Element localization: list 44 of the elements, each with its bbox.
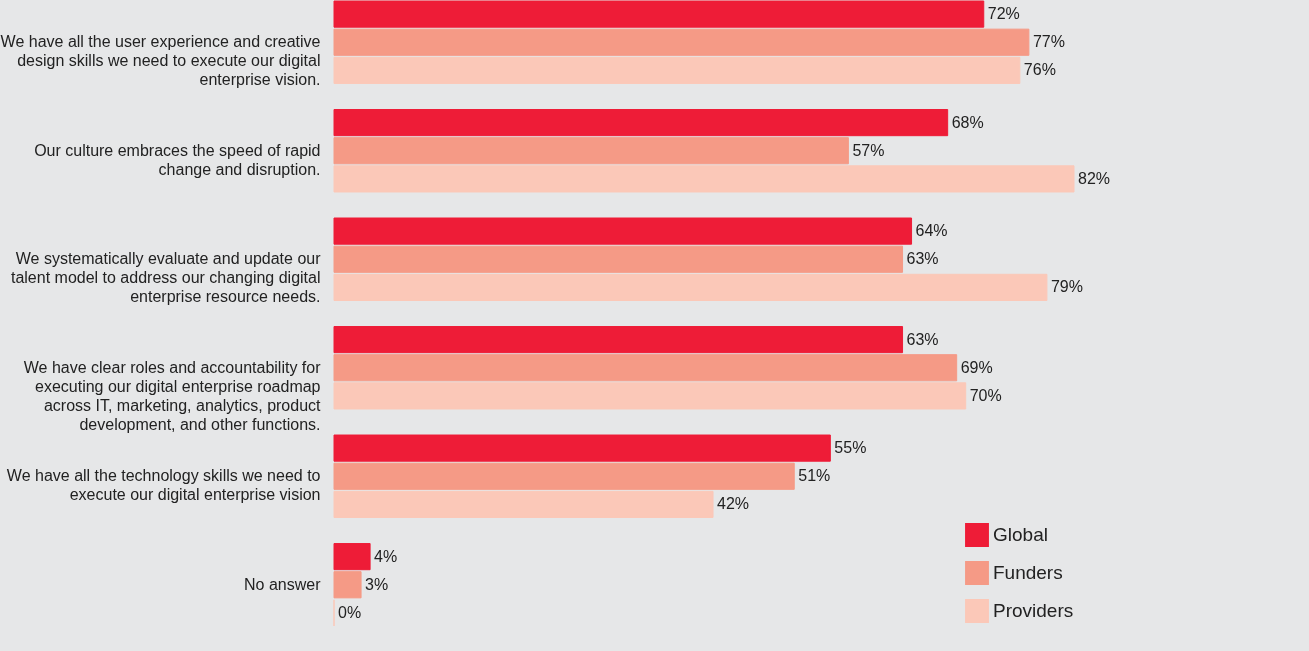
data-label: 72% (987, 5, 1020, 23)
y-tick-label: We systematically evaluate and update our talent model to address our changing digital enterprise resource needs. (10, 250, 322, 306)
bar (333, 0, 985, 28)
data-label: 63% (906, 250, 939, 268)
data-label: 51% (798, 467, 831, 485)
bar (333, 28, 1030, 56)
bar (333, 434, 831, 462)
data-label: 68% (951, 113, 984, 131)
data-label: 0% (338, 603, 362, 621)
legend-label: Global (993, 524, 1048, 545)
bar (333, 245, 904, 273)
bar (333, 543, 371, 571)
data-label: 55% (834, 439, 867, 457)
legend-label: Funders (993, 562, 1063, 583)
bar (333, 462, 795, 490)
bar (333, 326, 904, 354)
bar (333, 490, 714, 518)
legend-label: Providers (993, 600, 1074, 621)
bar (333, 354, 958, 382)
data-label: 82% (1078, 169, 1111, 187)
bar (333, 217, 913, 245)
data-label: 76% (1023, 61, 1056, 79)
bar (333, 137, 849, 165)
data-label: 79% (1050, 278, 1083, 296)
bar (333, 109, 949, 137)
data-label: 4% (374, 547, 398, 565)
bar (333, 165, 1075, 193)
bar (333, 56, 1021, 84)
bar (333, 571, 362, 599)
data-label: 77% (1032, 33, 1065, 51)
bar (333, 382, 967, 410)
data-label: 70% (969, 386, 1002, 404)
data-label: 3% (365, 575, 389, 593)
data-label: 42% (717, 495, 750, 513)
y-tick-label: No answer (244, 575, 322, 593)
data-label: 63% (906, 330, 939, 348)
y-tick-label: We have clear roles and accountability for executing our digital enterprise roadmap across IT, marketing, analytics, product development, and other functions. (23, 358, 322, 433)
data-label: 69% (960, 358, 993, 376)
y-tick-label: We have all the user experience and creative design skills we need to execute our digital enterprise vision. (0, 33, 321, 89)
y-tick-label: We have all the technology skills we need to execute our digital enterprise vision (6, 467, 321, 504)
y-tick-label: Our culture embraces the speed of rapid change and disruption. (34, 141, 321, 178)
data-label: 64% (915, 222, 948, 240)
data-label: 57% (852, 141, 885, 159)
bar (333, 273, 1048, 301)
